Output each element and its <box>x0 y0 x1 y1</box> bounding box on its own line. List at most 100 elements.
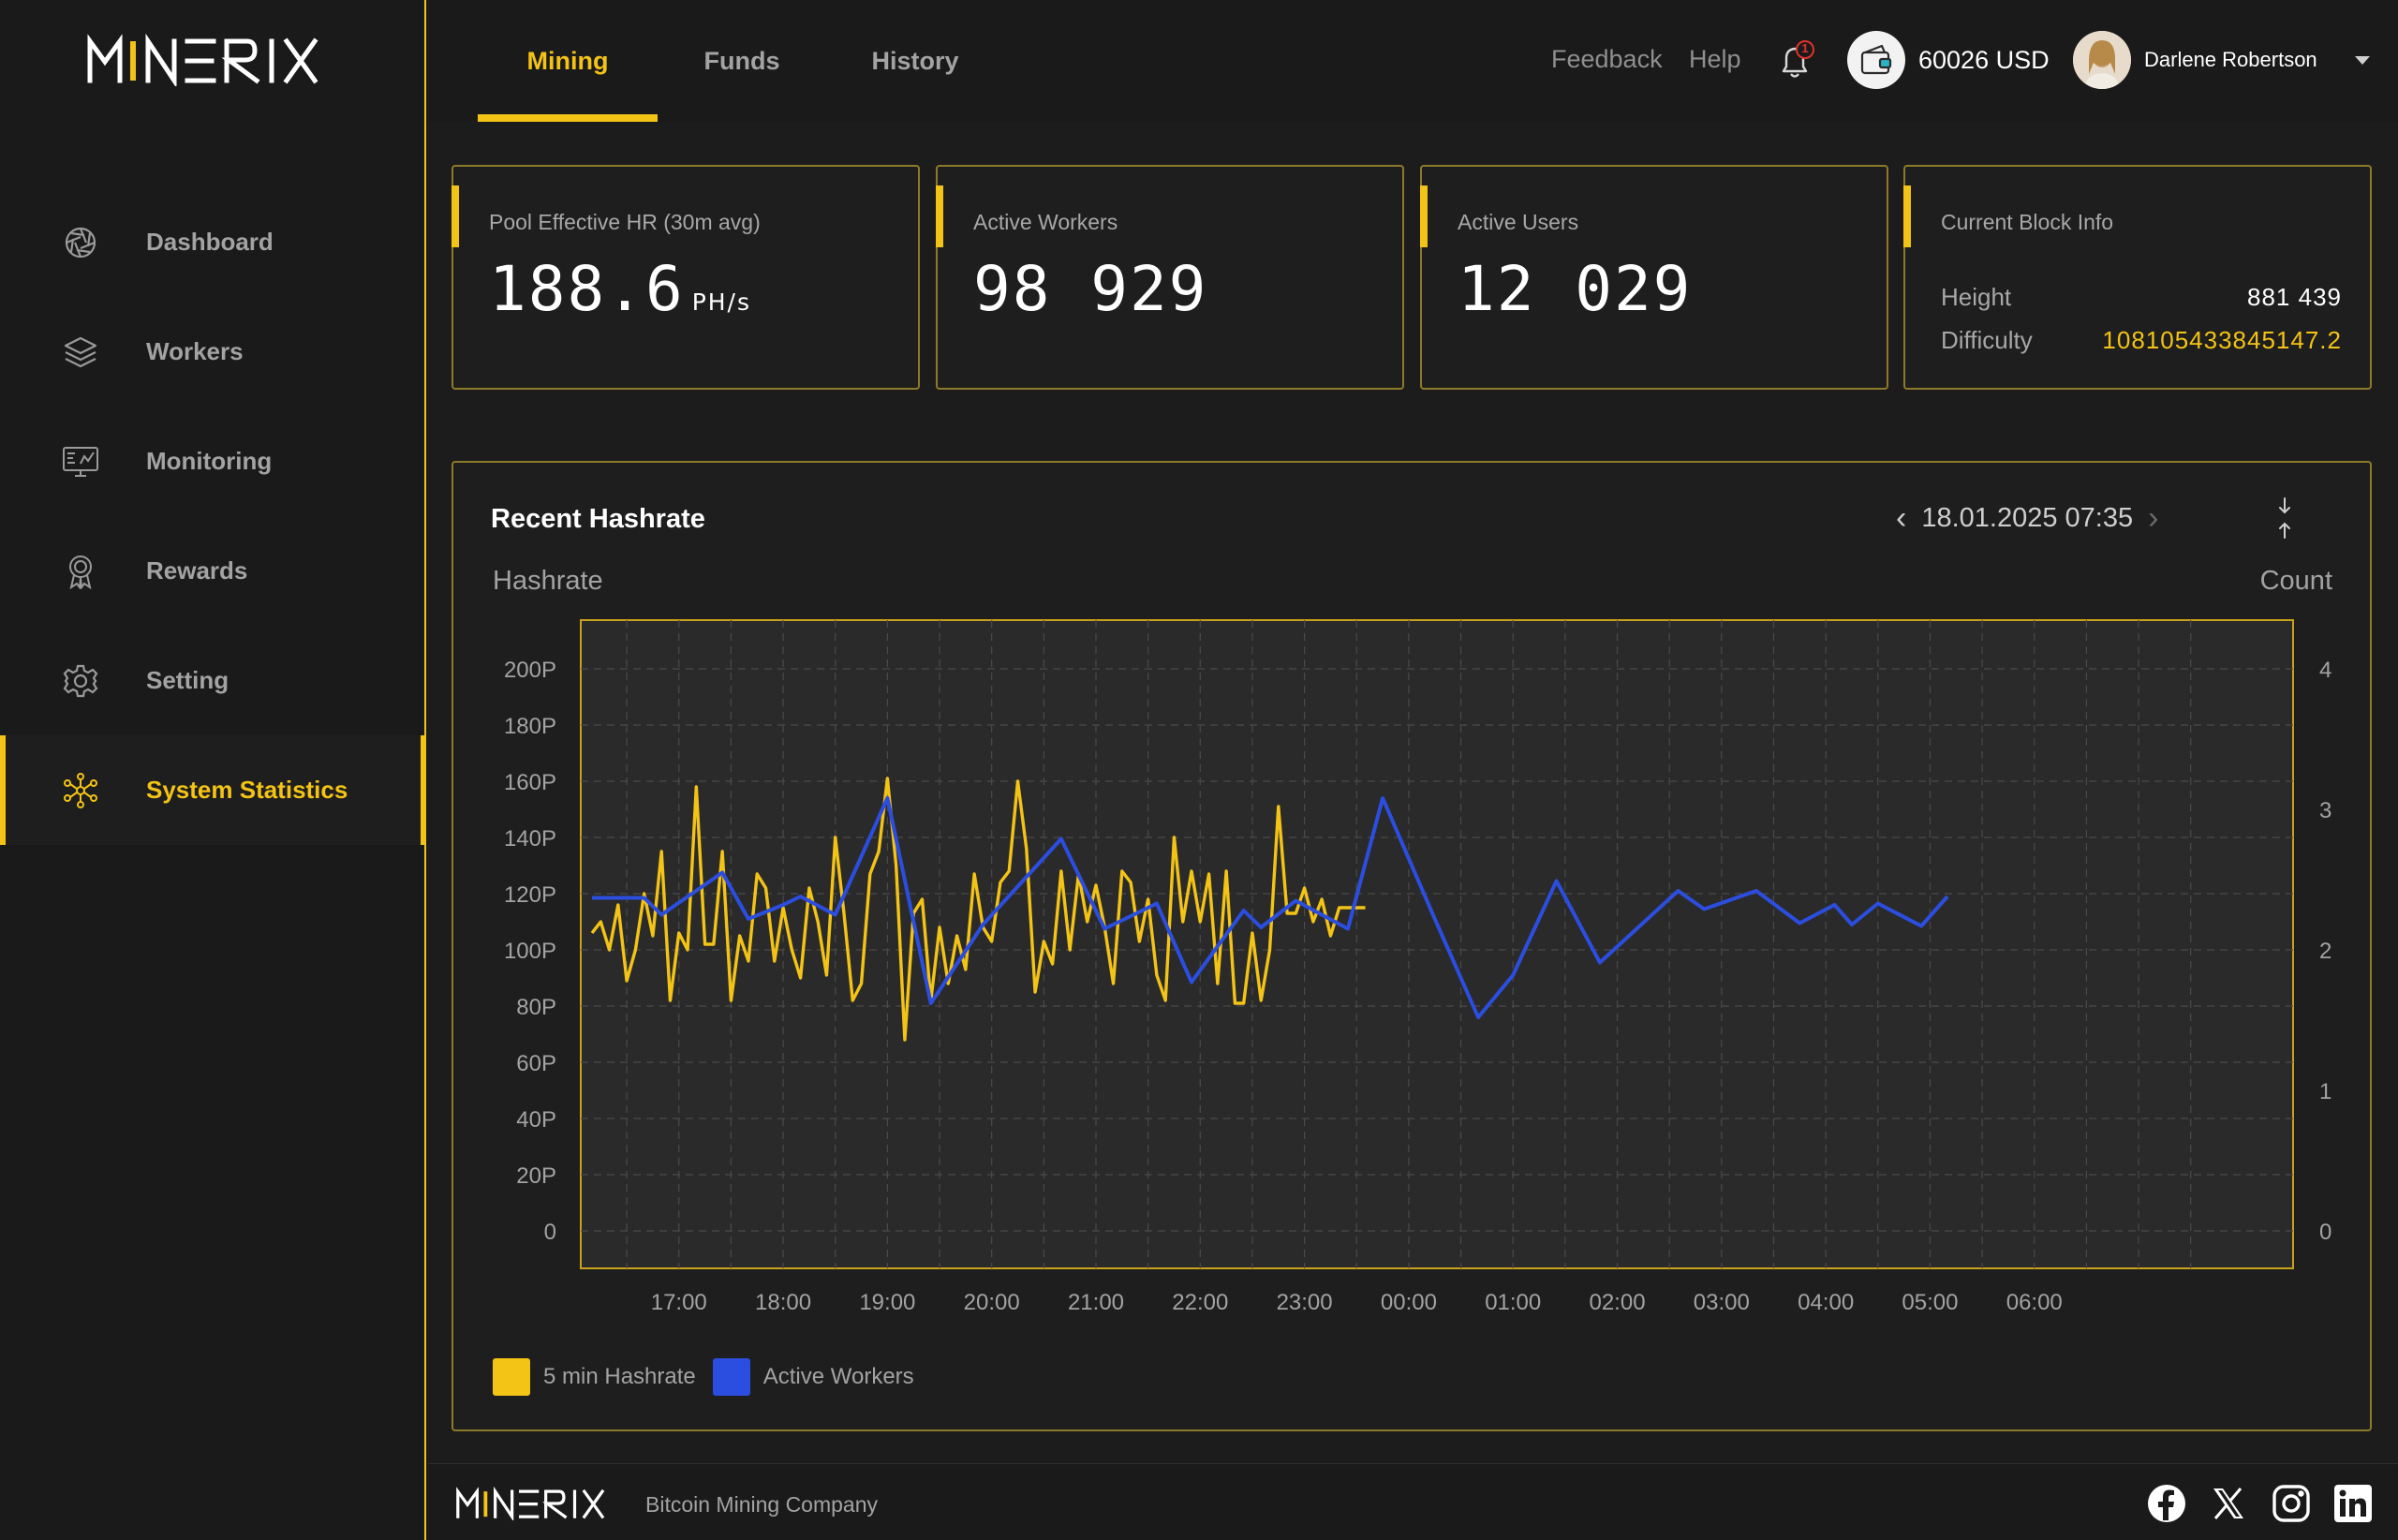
user-name: Darlene Robertson <box>2144 48 2317 71</box>
legend-item-workers[interactable]: Active Workers <box>712 1358 914 1396</box>
y-right-tick-label: 2 <box>2319 939 2331 964</box>
block-height-value: 881 439 <box>2247 283 2342 311</box>
chart-date: 18.01.2025 07:35 <box>1921 503 2134 533</box>
sidebar-item-label: Dashboard <box>146 228 274 256</box>
wallet-balance[interactable]: 60026 USD <box>1847 30 2050 90</box>
y-left-tick-label: 160P <box>504 770 556 795</box>
y-right-tick-label: 3 <box>2319 798 2331 823</box>
y-right-tick-label: 1 <box>2319 1079 2331 1104</box>
x-tick-label: 01:00 <box>1485 1290 1541 1315</box>
top-bar: Mining Funds History Feedback Help 1 600… <box>428 0 2398 122</box>
chevron-right-icon[interactable]: › <box>2148 500 2159 536</box>
tab-funds[interactable]: Funds <box>703 46 780 75</box>
workers-series-line <box>592 796 1949 1019</box>
sidebar-item-monitoring[interactable]: Monitoring <box>0 407 424 516</box>
hashrate-series-line <box>590 777 1366 1042</box>
chevron-left-icon[interactable]: ‹ <box>1896 500 1907 536</box>
card-accent <box>451 185 459 247</box>
legend-swatch <box>712 1358 750 1396</box>
y-right-tick-label: 0 <box>2319 1220 2331 1245</box>
card-title: Pool Effective HR (30m avg) <box>489 210 761 234</box>
card-accent <box>1420 185 1428 247</box>
linkedin-icon[interactable] <box>2332 1483 2374 1524</box>
sidebar-item-workers[interactable]: Workers <box>0 297 424 407</box>
footer: Bitcoin Mining Company <box>428 1463 2398 1540</box>
y-left-tick-label: 120P <box>504 882 556 908</box>
legend-swatch <box>493 1358 530 1396</box>
minerix-logo[interactable] <box>86 34 339 86</box>
x-tick-label: 06:00 <box>2006 1290 2063 1315</box>
card-accent <box>936 185 943 247</box>
legend-label: 5 min Hashrate <box>543 1364 696 1389</box>
block-height-row: Height 881 439 <box>1941 283 2342 312</box>
pool-hashrate-card: Pool Effective HR (30m avg) 188.6 PH/s <box>451 165 920 390</box>
legend-label: Active Workers <box>762 1364 914 1389</box>
sidebar-item-label: Workers <box>146 337 244 365</box>
balance-amount: 60026 USD <box>1918 45 2050 74</box>
x-tick-label: 22:00 <box>1172 1290 1228 1315</box>
notification-count: 1 <box>1801 41 1809 55</box>
y-left-tick-label: 80P <box>516 995 556 1020</box>
gear-icon <box>62 662 99 700</box>
x-tick-label: 02:00 <box>1589 1290 1645 1315</box>
x-tick-label: 17:00 <box>651 1290 707 1315</box>
block-difficulty-value: 108105433845147.2 <box>2102 326 2342 354</box>
help-link[interactable]: Help <box>1689 45 1741 73</box>
panel-title: Recent Hashrate <box>491 504 705 534</box>
footer-logo[interactable] <box>451 1487 623 1520</box>
notifications-button[interactable]: 1 <box>1772 37 1819 84</box>
card-title: Active Workers <box>973 210 1118 234</box>
x-tick-label: 03:00 <box>1694 1290 1750 1315</box>
x-icon[interactable] <box>2208 1483 2249 1524</box>
sidebar-item-setting[interactable]: Setting <box>0 626 424 735</box>
y-left-tick-label: 200P <box>504 658 556 683</box>
y-right-tick-label: 4 <box>2319 658 2331 683</box>
sidebar-item-label: Setting <box>146 666 229 694</box>
x-tick-label: 20:00 <box>964 1290 1020 1315</box>
block-difficulty-label: Difficulty <box>1941 326 2033 354</box>
y-left-tick-label: 20P <box>516 1163 556 1189</box>
y-left-tick-label: 40P <box>516 1107 556 1133</box>
card-accent <box>1903 185 1911 247</box>
feedback-link[interactable]: Feedback <box>1551 45 1663 73</box>
y-left-tick-label: 60P <box>516 1051 556 1076</box>
tab-history[interactable]: History <box>871 46 959 75</box>
y-left-tick-label: 180P <box>504 714 556 739</box>
x-tick-label: 19:00 <box>859 1290 915 1315</box>
block-height-label: Height <box>1941 283 2012 311</box>
y-left-tick-label: 0 <box>544 1220 556 1245</box>
avatar <box>2073 31 2131 89</box>
x-tick-label: 04:00 <box>1798 1290 1854 1315</box>
current-block-card: Current Block Info Height 881 439 Diffic… <box>1903 165 2372 390</box>
badge-icon <box>62 553 99 590</box>
y-left-tick-label: 100P <box>504 939 556 964</box>
card-value: 188.6 PH/s <box>489 253 751 325</box>
layers-icon <box>62 333 99 371</box>
facebook-icon[interactable] <box>2146 1483 2187 1524</box>
left-axis-title: Hashrate <box>493 566 603 596</box>
pool-hashrate-unit: PH/s <box>691 289 752 316</box>
instagram-icon[interactable] <box>2271 1483 2312 1524</box>
hashrate-chart: 200P 180P 160P 140P 120P 100P 80P 60P 40P 20P 0 4 3 2… <box>504 619 2331 1315</box>
pool-hashrate-value: 188.6 <box>489 253 685 325</box>
user-menu[interactable]: Darlene Robertson <box>2073 30 2370 90</box>
active-workers-card: Active Workers 98 929 <box>936 165 1404 390</box>
bell-icon <box>1782 40 1814 78</box>
active-users-card: Active Users 12 029 <box>1420 165 1888 390</box>
x-tick-label: 18:00 <box>755 1290 811 1315</box>
wallet-icon <box>1847 31 1905 89</box>
active-workers-value: 98 929 <box>973 253 1208 325</box>
sidebar-item-dashboard[interactable]: Dashboard <box>0 187 424 297</box>
chevron-down-icon <box>2354 55 2370 65</box>
recent-hashrate-panel: 200P 180P 160P 140P 120P 100P 80P 60P 40P 20P 0 4 3 2… <box>451 461 2372 1431</box>
sidebar-item-label: System Statistics <box>146 776 348 804</box>
sidebar: Dashboard Workers Monitoring Rewards <box>0 0 426 1540</box>
date-navigator: ‹ 18.01.2025 07:35 › <box>1896 500 2158 537</box>
legend-item-hashrate[interactable]: 5 min Hashrate <box>493 1358 696 1396</box>
sidebar-item-rewards[interactable]: Rewards <box>0 516 424 626</box>
chart-legend: 5 min Hashrate Active Workers <box>493 1358 931 1396</box>
tab-mining[interactable]: Mining <box>478 0 658 122</box>
sidebar-item-system-statistics[interactable]: System Statistics <box>0 735 426 845</box>
collapse-icon[interactable] <box>2271 496 2299 540</box>
x-tick-label: 00:00 <box>1381 1290 1437 1315</box>
